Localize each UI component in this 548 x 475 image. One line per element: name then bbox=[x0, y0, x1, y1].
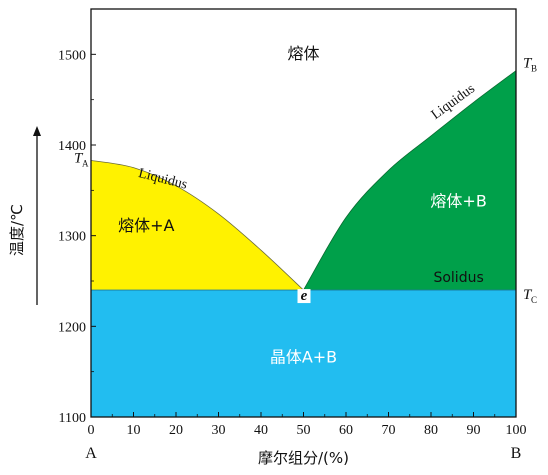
solidus-label: Solidus bbox=[433, 270, 483, 286]
eutectic-label: e bbox=[301, 288, 308, 304]
x-tick-label: 80 bbox=[424, 423, 438, 438]
y-axis: 1100 1200 1300 1400 1500 bbox=[58, 48, 96, 426]
y-tick-label: 1200 bbox=[58, 320, 86, 335]
x-tick-label: 20 bbox=[169, 423, 183, 438]
point-tb-label: T B bbox=[523, 56, 537, 74]
region-label-melt-a: 熔体+A bbox=[118, 216, 174, 235]
x-tick-label: 50 bbox=[297, 423, 311, 438]
eutectic-point: e bbox=[297, 288, 311, 304]
x-tick-label: 10 bbox=[127, 423, 141, 438]
component-a-label: A bbox=[85, 445, 97, 462]
x-tick-label: 100 bbox=[506, 423, 527, 438]
point-ta-main: T bbox=[74, 150, 84, 166]
y-axis-title: 温度/℃ bbox=[8, 204, 26, 256]
region-crystal bbox=[91, 290, 516, 417]
x-tick-label: 90 bbox=[467, 423, 481, 438]
region-label-melt-b: 熔体+B bbox=[430, 192, 486, 211]
point-ta-label: T A bbox=[74, 150, 89, 168]
x-tick-label: 30 bbox=[212, 423, 226, 438]
point-tc-sub: C bbox=[531, 295, 537, 305]
point-tb-sub: B bbox=[531, 64, 537, 74]
y-tick-label: 1300 bbox=[58, 230, 86, 245]
x-axis-title: 摩尔组分/(%) bbox=[258, 449, 349, 467]
region-melt-b bbox=[303, 70, 516, 291]
point-ta-sub: A bbox=[82, 158, 89, 168]
x-axis: 0 10 20 30 40 50 60 70 80 90 100 bbox=[88, 412, 527, 438]
liquidus-right-curve bbox=[303, 70, 517, 291]
liquidus-left-curve bbox=[90, 160, 304, 291]
eutectic-label-box bbox=[297, 289, 311, 304]
component-b-label: B bbox=[511, 445, 522, 462]
x-tick-label: 40 bbox=[254, 423, 268, 438]
x-tick-label: 70 bbox=[382, 423, 396, 438]
region-label-crystal: 晶体A+B bbox=[270, 348, 337, 367]
point-tc-main: T bbox=[523, 287, 533, 303]
phase-regions bbox=[91, 70, 516, 417]
y-axis-arrowhead bbox=[33, 126, 41, 136]
y-tick-label: 1100 bbox=[59, 411, 86, 426]
point-tb-main: T bbox=[523, 56, 533, 72]
point-tc-label: T C bbox=[523, 287, 537, 305]
y-tick-label: 1500 bbox=[58, 48, 86, 63]
x-tick-label: 0 bbox=[88, 423, 95, 438]
region-melt-a bbox=[91, 160, 304, 291]
y-tick-label: 1400 bbox=[58, 139, 86, 154]
region-label-melt: 熔体 bbox=[287, 44, 319, 63]
x-tick-label: 60 bbox=[339, 423, 353, 438]
